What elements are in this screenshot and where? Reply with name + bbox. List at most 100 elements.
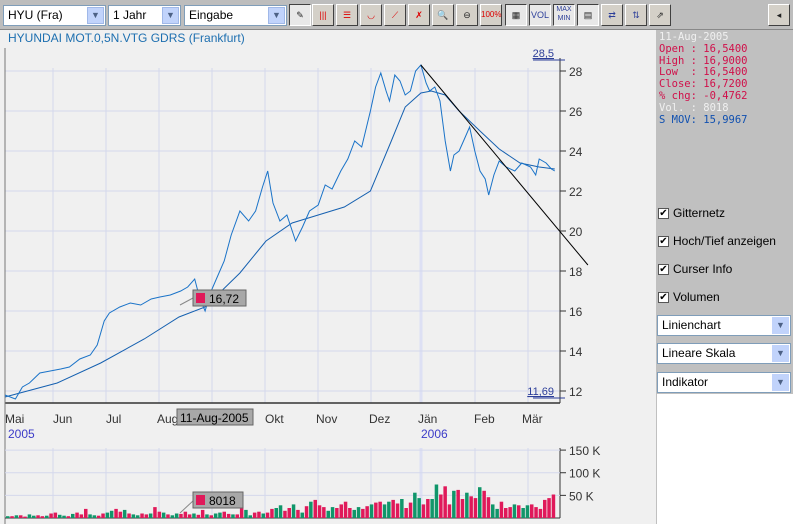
volume-bar (417, 498, 421, 518)
info-button[interactable]: ▤ (577, 4, 599, 26)
info-high: High : 16,9000 (659, 54, 748, 67)
price-chart[interactable]: 12 14 16 18 20 22 24 26 28 28,5 11,69 Mai Jun Jul Aug O… (0, 0, 656, 524)
info-open: Open : 16,5400 (659, 42, 748, 55)
period-select[interactable]: 1 Jahr ▼ (108, 5, 181, 26)
chevron-down-icon[interactable]: ▼ (268, 7, 285, 24)
chevron-down-icon[interactable]: ▼ (772, 317, 789, 334)
zoom-out-button[interactable]: ⊖ (456, 4, 478, 26)
volume-bar (49, 513, 53, 518)
fib-arc-button[interactable]: ◡ (360, 4, 382, 26)
volume-bar (365, 506, 369, 518)
volume-bar (378, 501, 382, 518)
toggle-panel-button[interactable]: ◂ (768, 4, 790, 26)
volume-bar (135, 515, 140, 518)
volume-bar (525, 505, 530, 518)
volume-bar (66, 516, 71, 518)
volume-bar (491, 504, 495, 518)
y-tick-label: 16 (569, 305, 583, 319)
volume-bar (504, 508, 508, 518)
volume-bar (426, 499, 430, 518)
symbol-select[interactable]: HYU (Fra) ▼ (3, 5, 106, 26)
volume-bar (222, 511, 226, 518)
volume-bar (248, 515, 252, 518)
scale-select[interactable]: Lineare Skala ▼ (657, 343, 791, 364)
grid-icon: ▦ (511, 10, 521, 20)
month-label: Feb (474, 412, 495, 426)
volume-bar (131, 514, 136, 518)
y-tick-label: 24 (569, 145, 583, 159)
volume-bar (84, 508, 88, 518)
volume-bar (265, 512, 270, 518)
chevron-down-icon[interactable]: ▼ (772, 374, 789, 391)
volume-bar (434, 484, 439, 518)
compare-button[interactable]: ⇄ (601, 4, 623, 26)
chevron-down-icon[interactable]: ▼ (162, 7, 179, 24)
chevron-down-icon[interactable]: ▼ (772, 345, 789, 362)
volume-label: VOL (530, 10, 549, 20)
volume-bar (32, 515, 36, 518)
hilo-checkbox[interactable]: ✔ Hoch/Tief anzeigen (658, 234, 776, 248)
volume-bar (456, 489, 460, 518)
volume-bar (144, 514, 149, 518)
y-tick-label: 12 (569, 385, 583, 399)
zoom-in-button[interactable]: 🔍 (432, 4, 454, 26)
indicator-value: Indikator (662, 375, 709, 389)
zoom-100-button[interactable]: 100% (480, 4, 502, 26)
volume-bar (261, 513, 265, 518)
volume-tick-label: 150 K (569, 444, 600, 458)
grid-button[interactable]: ▦ (505, 4, 527, 26)
mode-value: Eingabe (189, 8, 234, 22)
grid-checkbox[interactable]: ✔ Gitternetz (658, 206, 725, 220)
cursor-volume-swatch (196, 495, 205, 505)
volume-bar (14, 515, 19, 518)
volume-bar (374, 502, 378, 518)
volume-bar (153, 507, 157, 518)
indicator-select[interactable]: Indikator ▼ (657, 372, 791, 393)
volume-bar (6, 516, 10, 518)
volume-bar (330, 507, 335, 518)
delete-drawing-button[interactable]: ✗ (408, 4, 430, 26)
maxmin-button[interactable]: MAX MIN (553, 4, 575, 26)
refresh-button[interactable]: ⇅ (625, 4, 647, 26)
volume-bar (96, 515, 101, 518)
y-tick-label: 22 (569, 185, 583, 199)
volume-bar (19, 515, 23, 518)
side-panel: 11-Aug-2005 Open : 16,5400 High : 16,900… (656, 30, 793, 524)
volume-bar (495, 508, 499, 518)
volume-bar (79, 514, 84, 518)
pencil-button[interactable]: ✎ (289, 4, 311, 26)
chevron-down-icon[interactable]: ▼ (87, 7, 104, 24)
volume-bar (443, 486, 447, 518)
volume-bar (105, 512, 110, 518)
fib-vertical-button[interactable]: ||| (312, 4, 334, 26)
zoom-out-icon: ⊖ (463, 10, 471, 20)
cursor-price-swatch (196, 293, 205, 303)
volume-bar (183, 511, 188, 518)
volume-bar (460, 499, 465, 518)
period-value: 1 Jahr (113, 8, 147, 22)
fib-fan-button[interactable]: ⟋ (384, 4, 406, 26)
info-chg: % chg: -0,4762 (659, 89, 748, 102)
volume-bar (335, 508, 339, 518)
volume-bar (278, 505, 283, 518)
checkmark-icon: ✔ (658, 235, 669, 247)
cursor-info-checkbox[interactable]: ✔ Curser Info (658, 262, 732, 276)
no-pencil-icon: ✗ (415, 10, 423, 20)
volume-bar (140, 513, 144, 518)
popout-button[interactable]: ⇗ (649, 4, 671, 26)
volume-button[interactable]: VOL (529, 4, 551, 26)
volume-bar (283, 510, 287, 518)
volume-bar (71, 513, 75, 518)
volume-bar (309, 501, 313, 518)
volume-bar (486, 497, 491, 518)
volume-bar (469, 496, 473, 518)
mode-select[interactable]: Eingabe ▼ (184, 5, 287, 26)
month-label: Mär (522, 412, 543, 426)
fib-horizontal-button[interactable]: ☰ (336, 4, 358, 26)
volume-bar (192, 513, 196, 518)
cursor-date-box (176, 408, 254, 426)
checkmark-icon: ✔ (658, 263, 669, 275)
volume-bar (200, 509, 205, 518)
volume-checkbox[interactable]: ✔ Volumen (658, 290, 720, 304)
chart-type-select[interactable]: Linienchart ▼ (657, 315, 791, 336)
